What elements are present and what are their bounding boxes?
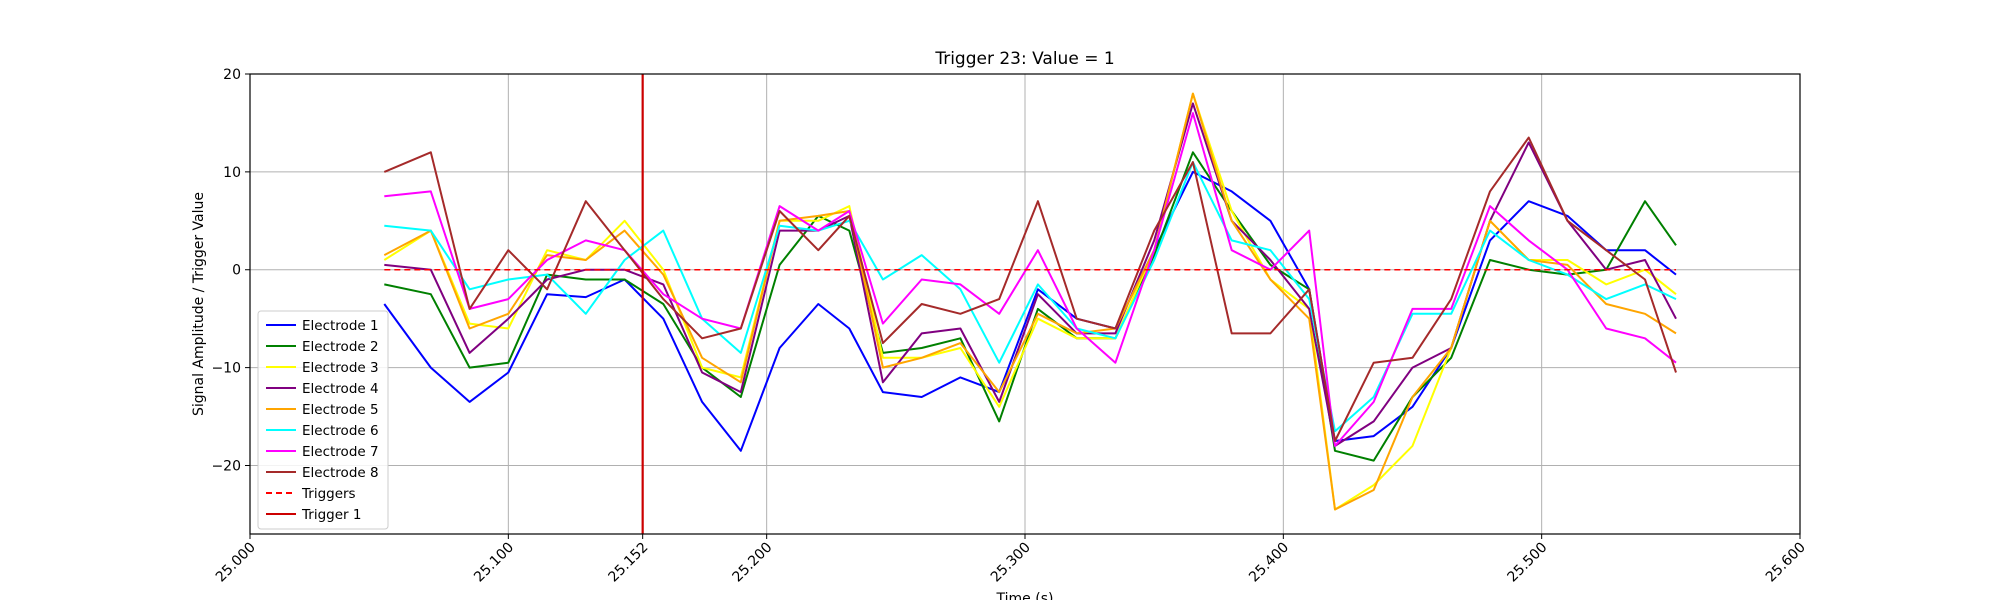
legend-label: Electrode 5	[302, 402, 379, 418]
legend-label: Electrode 2	[302, 339, 379, 355]
series-line-electrode-7	[384, 112, 1677, 447]
legend-box	[257, 310, 389, 530]
series-line-electrode-5	[383, 92, 1677, 511]
series-line-electrode-8	[383, 136, 1677, 442]
series-line-electrode-6	[384, 161, 1677, 433]
legend-label: Electrode 3	[302, 360, 379, 376]
series-layer	[383, 92, 1677, 511]
legend-label: Electrode 6	[302, 423, 379, 439]
y-tick-label: 20	[223, 67, 241, 83]
legend: Electrode 1 Electrode 2 Electrode 3 Electro…	[257, 310, 389, 530]
chart-title: Trigger 23: Value = 1	[934, 49, 1114, 69]
y-axis-label: Signal Amplitude / Trigger Value	[191, 192, 207, 416]
y-tick-label: −20	[211, 458, 241, 474]
legend-label: Electrode 4	[302, 381, 379, 397]
trigger-layer	[384, 74, 1676, 534]
series-line-electrode-1	[383, 170, 1677, 452]
legend-label: Electrode 1	[302, 318, 379, 334]
y-tick-label: 0	[232, 263, 241, 279]
legend-label: Triggers	[301, 486, 356, 502]
y-tick-label: −10	[211, 361, 241, 377]
legend-label: Electrode 7	[302, 444, 379, 460]
legend-label: Trigger 1	[301, 507, 361, 523]
y-tick-label: 10	[223, 165, 241, 181]
x-axis-label: Time (s)	[996, 591, 1054, 600]
legend-label: Electrode 8	[302, 465, 379, 481]
y-axis-ticks: 20 10 0 −10 −20	[211, 67, 250, 474]
